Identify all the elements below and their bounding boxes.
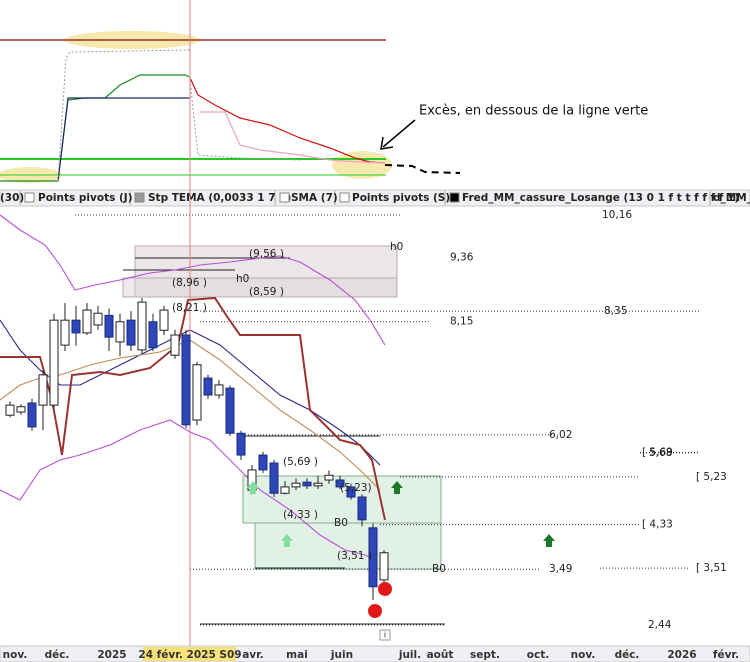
checkbox [449, 192, 460, 203]
candle-body [115, 321, 125, 343]
chart-label: h0 [390, 241, 403, 253]
indicator-label: d_MM_ [713, 192, 750, 204]
time-label: juin [330, 649, 353, 661]
chart-labels: (9,56 )h0(8,96 ) h0(8,59 )(8,21 )(5,69 )(… [172, 241, 446, 575]
candle-body [324, 474, 334, 481]
chart-label: (8,21 ) [172, 302, 207, 314]
time-label: sept. [470, 649, 500, 661]
chart-label: h0 [236, 273, 249, 285]
time-label: 2025 [97, 649, 126, 661]
indicator-label: Fred_MM_cassure_Losange (13 0 1 f t t f … [462, 192, 739, 204]
level-label: 5,68 [649, 447, 672, 459]
indicator-label: Points pivots (S) [352, 192, 450, 204]
chart-label: (4,33 ) [283, 509, 318, 521]
time-label: 2026 [667, 649, 696, 661]
candle-body [27, 402, 37, 428]
time-label: mai [286, 649, 308, 661]
checkbox [134, 192, 145, 203]
candle-body [60, 319, 70, 346]
time-label: déc. [45, 649, 70, 661]
range-box [122, 277, 398, 298]
candle-body [82, 309, 92, 334]
time-label: déc. [615, 649, 640, 661]
candle-body [5, 404, 15, 416]
candle-body [302, 481, 312, 487]
candle-body [214, 384, 224, 396]
level-label: 2,44 [648, 619, 672, 631]
candle-body [181, 334, 191, 426]
signals: i [247, 481, 555, 641]
indicator-list: (30) Points pivots (J) Stp TEMA (0,0033 1 … [0, 191, 750, 205]
candle-body [104, 314, 114, 338]
price-levels: 10,16 9,36 8,35 8,15 6,02 [ 5,695,68 [ 5,23 [ 4… [75, 209, 727, 631]
chart-label: B0 [334, 517, 348, 529]
candle-body [159, 309, 169, 331]
candle-body [192, 364, 202, 421]
candle-body [280, 486, 290, 494]
level-label: [ 5,23 [696, 471, 727, 483]
indicator-label: Points pivots (J) [38, 192, 133, 204]
level-label: 8,35 [604, 305, 627, 317]
annotation: Excès, en dessous de la ligne verte [419, 104, 648, 119]
candle-body [291, 482, 301, 488]
candle-body [16, 406, 26, 413]
indicator-bar [0, 189, 750, 207]
chart-label: (5,23) [340, 482, 372, 494]
chart-label: B0 [432, 563, 446, 575]
level-label: 10,16 [602, 209, 632, 221]
level-label: 6,02 [549, 429, 572, 441]
candle-body [203, 377, 213, 396]
candle-body [368, 527, 378, 588]
top-panel: Excès, en dessous de la ligne verte [0, 31, 648, 183]
checkbox [279, 192, 290, 203]
candle-body [49, 319, 59, 406]
level-label: [ 3,51 [696, 562, 727, 574]
indicator-label: (30) [0, 192, 24, 204]
candle-body [269, 462, 279, 494]
candle-body [38, 374, 48, 406]
candle-body [137, 301, 147, 351]
time-label: oct. [527, 649, 549, 661]
time-label: févr. [713, 649, 739, 661]
time-label: août [427, 649, 454, 661]
checkbox [339, 192, 350, 203]
checkbox [24, 192, 35, 203]
time-label: nov. [3, 649, 28, 661]
candle-body [93, 312, 103, 326]
chart-label: (8,59 ) [249, 286, 284, 298]
candle-body [357, 496, 367, 521]
level-label: [ 4,33 [642, 519, 673, 531]
chart-label: (5,69 ) [283, 456, 318, 468]
time-label: juil. [398, 649, 421, 661]
candle-body [236, 432, 246, 456]
indicator-label: Stp TEMA (0,0033 1 7 7) [148, 192, 291, 204]
level-label: 8,15 [450, 316, 473, 328]
candle-body [335, 479, 345, 488]
candle-body [71, 319, 81, 334]
time-axis-labels: nov. déc. 2025 24 févr. 2025 S09 avr. mai juin… [3, 649, 739, 661]
svg-text:i: i [384, 631, 386, 640]
range-box [254, 522, 442, 570]
candle-body [346, 486, 356, 498]
candle-body [170, 334, 180, 356]
indicator-label: SMA (7) [291, 192, 338, 204]
candle-body [379, 552, 389, 581]
time-label: 24 févr. 2025 S09 [138, 649, 241, 661]
candle-body [148, 321, 158, 349]
candles [5, 297, 389, 601]
candle-body [258, 454, 268, 471]
level-label: 9,36 [450, 251, 474, 263]
time-label: nov. [571, 649, 596, 661]
time-label: avr. [242, 649, 264, 661]
candle-body [225, 387, 235, 434]
cursor-date-highlight [143, 647, 236, 661]
level-label: 3,49 [549, 563, 572, 575]
candle-body [126, 319, 136, 346]
chart-label: (3,51 ) [337, 550, 372, 562]
candle-body [313, 482, 323, 487]
chart-label: (8,96 ) [172, 277, 207, 289]
level-label: [ 5,69 [642, 446, 673, 458]
chart-label: (9,56 ) [249, 248, 284, 260]
